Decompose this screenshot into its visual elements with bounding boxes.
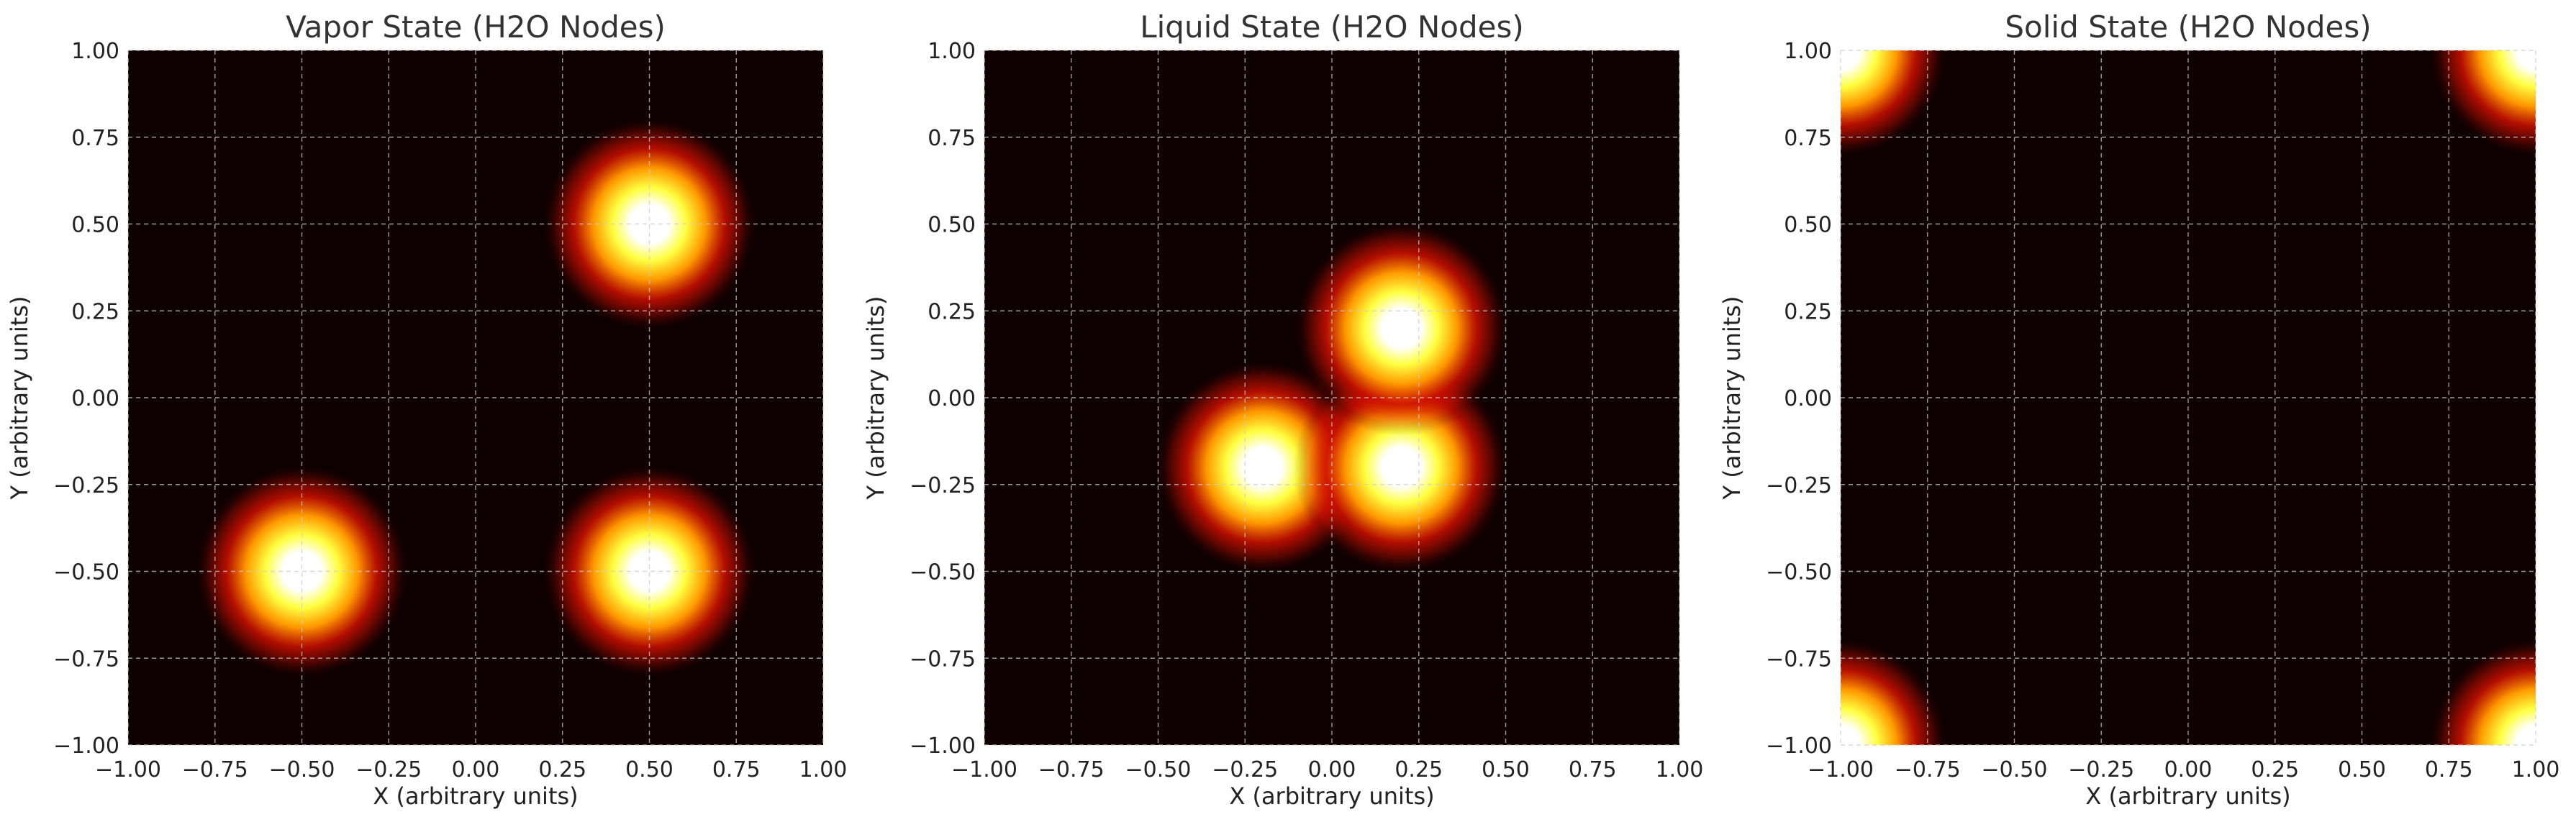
y-tick-label: −1.00 [53,734,119,759]
y-tick-label: −1.00 [1766,734,1832,759]
x-tick-label: −1.00 [95,757,161,782]
y-tick-label: −0.25 [910,473,976,498]
y-tick-label: −1.00 [910,734,976,759]
x-tick-label: −0.25 [1212,757,1278,782]
x-tick-label: 0.25 [1394,757,1443,782]
y-tick-label: 0.75 [1784,126,1832,151]
y-tick-label: 1.00 [1784,39,1832,64]
x-tick-label: 1.00 [1656,757,1704,782]
y-tick-label: −0.75 [1766,647,1832,672]
chart-title: Vapor State (H2O Nodes) [286,9,666,45]
x-tick-label: 0.50 [2338,757,2386,782]
heat-node-4 [2428,637,2536,745]
x-tick-label: 1.00 [2512,757,2560,782]
y-tick-label: 0.50 [71,213,119,238]
y-tick-label: 0.50 [1784,213,1832,238]
x-tick-label: −0.25 [355,757,422,782]
x-tick-label: −0.75 [1895,757,1961,782]
y-tick-label: −0.50 [1766,560,1832,585]
y-tick-label: −0.50 [910,560,976,585]
x-tick-label: −1.00 [951,757,1017,782]
y-tick-label: 1.00 [71,39,119,64]
heat-node-3 [1841,637,1949,745]
y-tick-label: 0.25 [71,299,119,324]
y-tick-label: 0.75 [71,126,119,151]
x-tick-label: 0.25 [2251,757,2299,782]
heat-node-2 [541,463,758,680]
y-tick-label: −0.25 [53,473,119,498]
x-tick-label: 0.75 [1569,757,1617,782]
chart-panel-1: −1.00 −0.75 −0.50 −0.25 0.00 0.25 0.50 0.75 1.00… [6,9,847,810]
heat-node-3 [541,116,758,332]
x-axis-label: X (arbitrary units) [2085,782,2290,810]
heat-node-1 [1841,50,1949,158]
chart-panel-3: −1.00 −0.75 −0.50 −0.25 0.00 0.25 0.50 0.75 1.00… [1718,9,2560,810]
x-tick-label: −0.75 [1038,757,1105,782]
y-tick-label: 0.25 [928,299,976,324]
x-tick-label: −1.00 [1808,757,1874,782]
y-tick-label: −0.75 [910,647,976,672]
y-axis-label: Y (arbitrary units) [862,296,889,501]
x-tick-label: 0.75 [712,757,761,782]
chart-panel-2: −1.00 −0.75 −0.50 −0.25 0.00 0.25 0.50 0.75 1.00… [862,9,1703,810]
x-tick-label: −0.50 [1982,757,2048,782]
y-tick-label: −0.50 [53,560,119,585]
y-tick-label: 0.25 [1784,299,1832,324]
x-tick-label: 0.75 [2425,757,2473,782]
x-tick-label: −0.50 [269,757,335,782]
chart-title: Liquid State (H2O Nodes) [1140,9,1524,45]
x-axis-label: X (arbitrary units) [1229,782,1434,810]
y-tick-label: 0.00 [928,386,976,411]
heatmap-nodes [1841,50,2536,745]
chart-title: Solid State (H2O Nodes) [2005,9,2371,45]
x-tick-label: 0.50 [1482,757,1530,782]
y-tick-label: 1.00 [928,39,976,64]
y-tick-label: 0.75 [928,126,976,151]
x-tick-label: 0.50 [625,757,674,782]
x-tick-label: −0.50 [1125,757,1192,782]
heat-node-2 [2428,50,2536,158]
heat-node-3 [1293,220,1510,437]
x-tick-label: 0.00 [2164,757,2213,782]
y-tick-label: −0.75 [53,647,119,672]
y-axis-label: Y (arbitrary units) [6,296,33,501]
y-tick-label: 0.00 [71,386,119,411]
x-tick-label: −0.25 [2068,757,2134,782]
x-axis-label: X (arbitrary units) [373,782,578,810]
y-tick-label: 0.50 [928,213,976,238]
y-axis-label: Y (arbitrary units) [1718,296,1746,501]
x-tick-label: −0.75 [182,757,248,782]
x-tick-label: 1.00 [799,757,848,782]
heat-node-1 [194,463,410,680]
x-tick-label: 0.00 [1308,757,1356,782]
heatmap-nodes [194,116,758,680]
y-tick-label: −0.25 [1766,473,1832,498]
heatmap-nodes [1154,220,1510,575]
y-tick-label: 0.00 [1784,386,1832,411]
x-tick-label: 0.25 [538,757,586,782]
x-tick-label: 0.00 [452,757,500,782]
